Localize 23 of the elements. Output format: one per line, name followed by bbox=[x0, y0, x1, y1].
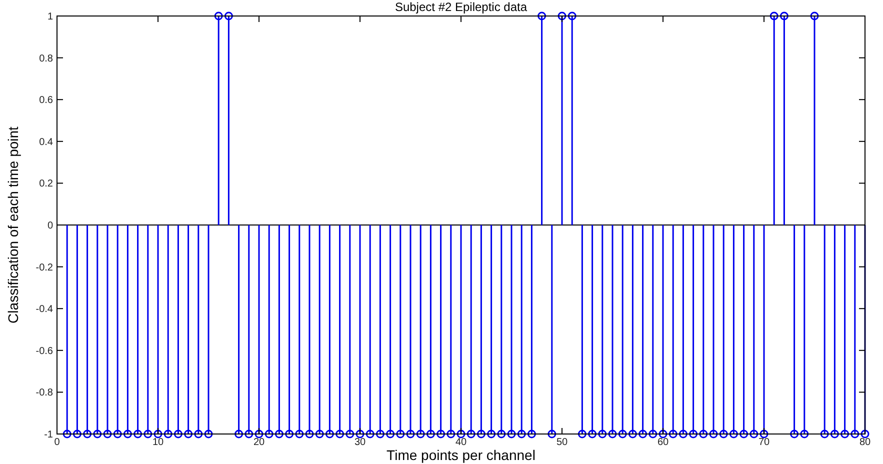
y-tick-label: -0.8 bbox=[36, 388, 54, 399]
chart-title: Subject #2 Epileptic data bbox=[394, 0, 528, 14]
x-tick-label: 80 bbox=[859, 437, 871, 448]
y-tick-label: -0.2 bbox=[36, 262, 54, 274]
x-tick-label: 60 bbox=[657, 437, 669, 448]
x-tick-label: 50 bbox=[556, 437, 568, 448]
y-tick-label: -1 bbox=[44, 430, 54, 440]
x-tick-label: 0 bbox=[54, 437, 60, 448]
y-tick-label: 0 bbox=[47, 220, 54, 232]
x-tick-label: 30 bbox=[354, 437, 366, 448]
y-tick-label: 1 bbox=[47, 12, 54, 22]
y-axis-title: Classification of each time point bbox=[5, 126, 21, 324]
x-axis-title: Time points per channel bbox=[386, 447, 536, 463]
x-tick-label: 10 bbox=[152, 437, 164, 448]
y-tick-label: 0.8 bbox=[39, 53, 54, 64]
y-tick-label: 0.4 bbox=[39, 136, 54, 148]
x-tick-label: 70 bbox=[758, 437, 770, 448]
y-tick-label: -0.4 bbox=[36, 304, 54, 316]
y-tick-label: 0.6 bbox=[39, 95, 54, 106]
y-tick-label: -0.6 bbox=[36, 346, 54, 357]
x-tick-label: 40 bbox=[455, 437, 467, 448]
x-tick-label: 20 bbox=[253, 437, 265, 448]
y-tick-label: 0.2 bbox=[39, 178, 54, 190]
